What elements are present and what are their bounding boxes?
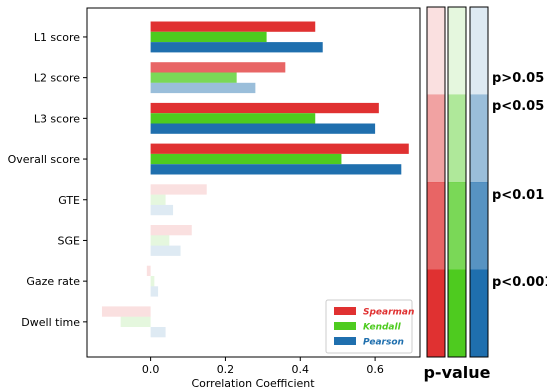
bar-dwell-time-spearman (101, 306, 151, 317)
y-tick-label-dwell-time: Dwell time (21, 316, 80, 329)
scale-cell-kendall-0 (448, 7, 466, 95)
bar-gaze-rate-spearman (146, 265, 151, 276)
scale-cell-kendall-3 (448, 269, 466, 358)
scale-cell-spearman-2 (427, 182, 445, 270)
bar-l1-score-pearson (150, 42, 323, 53)
scale-cell-pearson-1 (470, 94, 488, 183)
p-value-title: p-value (423, 363, 490, 382)
bar-sge-spearman (150, 225, 192, 236)
bar-gaze-rate-pearson (150, 286, 159, 297)
scale-column-spearman (426, 6, 446, 358)
bar-dwell-time-pearson (150, 327, 166, 338)
bar-overall-score-kendall (150, 153, 342, 165)
p-value-label-3: p<0.001 (492, 275, 547, 290)
x-tick-label-3: 0.6 (366, 363, 384, 376)
bar-gte-spearman (150, 184, 207, 195)
scale-cell-spearman-1 (427, 94, 445, 183)
y-tick-label-overall-score: Overall score (8, 153, 81, 166)
x-tick-label-1: 0.2 (217, 363, 235, 376)
bar-l2-score-spearman (150, 62, 286, 73)
legend-swatch-pearson (334, 337, 356, 345)
scale-cell-kendall-1 (448, 94, 466, 183)
legend-label-pearson: Pearson (363, 338, 404, 348)
plot-frame (86, 7, 421, 358)
bar-sge-kendall (150, 235, 170, 246)
y-tick-label-l3-score: L3 score (34, 112, 80, 125)
x-axis-title: Correlation Coefficient (191, 377, 315, 390)
bar-l1-score-spearman (150, 21, 316, 32)
legend-label-kendall: Kendall (363, 323, 402, 333)
y-tick-label-gte: GTE (58, 194, 80, 207)
y-tick-label-gaze-rate: Gaze rate (26, 275, 80, 288)
x-tick-label-0: 0.0 (142, 363, 160, 376)
scale-column-pearson (469, 6, 489, 358)
legend-label-spearman: Spearman (363, 308, 414, 318)
bar-gte-kendall (150, 194, 166, 205)
bar-l2-score-pearson (150, 82, 256, 94)
y-tick-label-l1-score: L1 score (34, 31, 80, 44)
bar-l3-score-spearman (150, 102, 379, 114)
scale-cell-spearman-0 (427, 7, 445, 95)
y-axis: L1 score L2 score L3 score Overall score GTE… (8, 31, 87, 329)
bar-gaze-rate-kendall (150, 276, 155, 287)
x-axis: 0.0 0.2 0.4 0.6 (142, 357, 384, 376)
p-value-label-0: p>0.05 (492, 71, 544, 86)
p-value-label-2: p<0.01 (492, 188, 544, 203)
bar-l2-score-kendall (150, 72, 237, 83)
p-value-scale: p>0.05 p<0.05 p<0.01 p<0.001 (426, 6, 547, 358)
bars-layer (101, 21, 409, 338)
scale-cell-pearson-2 (470, 182, 488, 270)
bar-l1-score-kendall (150, 31, 267, 43)
scale-cell-kendall-2 (448, 182, 466, 270)
bar-l3-score-kendall (150, 113, 316, 124)
bar-gte-pearson (150, 204, 174, 216)
scale-column-kendall (447, 6, 467, 358)
scale-cell-pearson-0 (470, 7, 488, 95)
legend-swatch-spearman (334, 307, 356, 315)
bar-sge-pearson (150, 245, 181, 256)
scale-cell-spearman-3 (427, 269, 445, 358)
bar-l3-score-pearson (150, 123, 376, 134)
bar-overall-score-pearson (150, 164, 402, 175)
legend-swatch-kendall (334, 322, 356, 330)
legend: Spearman Kendall Pearson (325, 299, 414, 354)
bar-overall-score-spearman (150, 143, 409, 154)
p-value-label-1: p<0.05 (492, 99, 544, 114)
y-tick-label-l2-score: L2 score (34, 72, 80, 85)
y-tick-label-sge: SGE (58, 234, 81, 247)
scale-cell-pearson-3 (470, 269, 488, 358)
bar-dwell-time-kendall (120, 316, 151, 327)
x-tick-label-2: 0.4 (292, 363, 310, 376)
